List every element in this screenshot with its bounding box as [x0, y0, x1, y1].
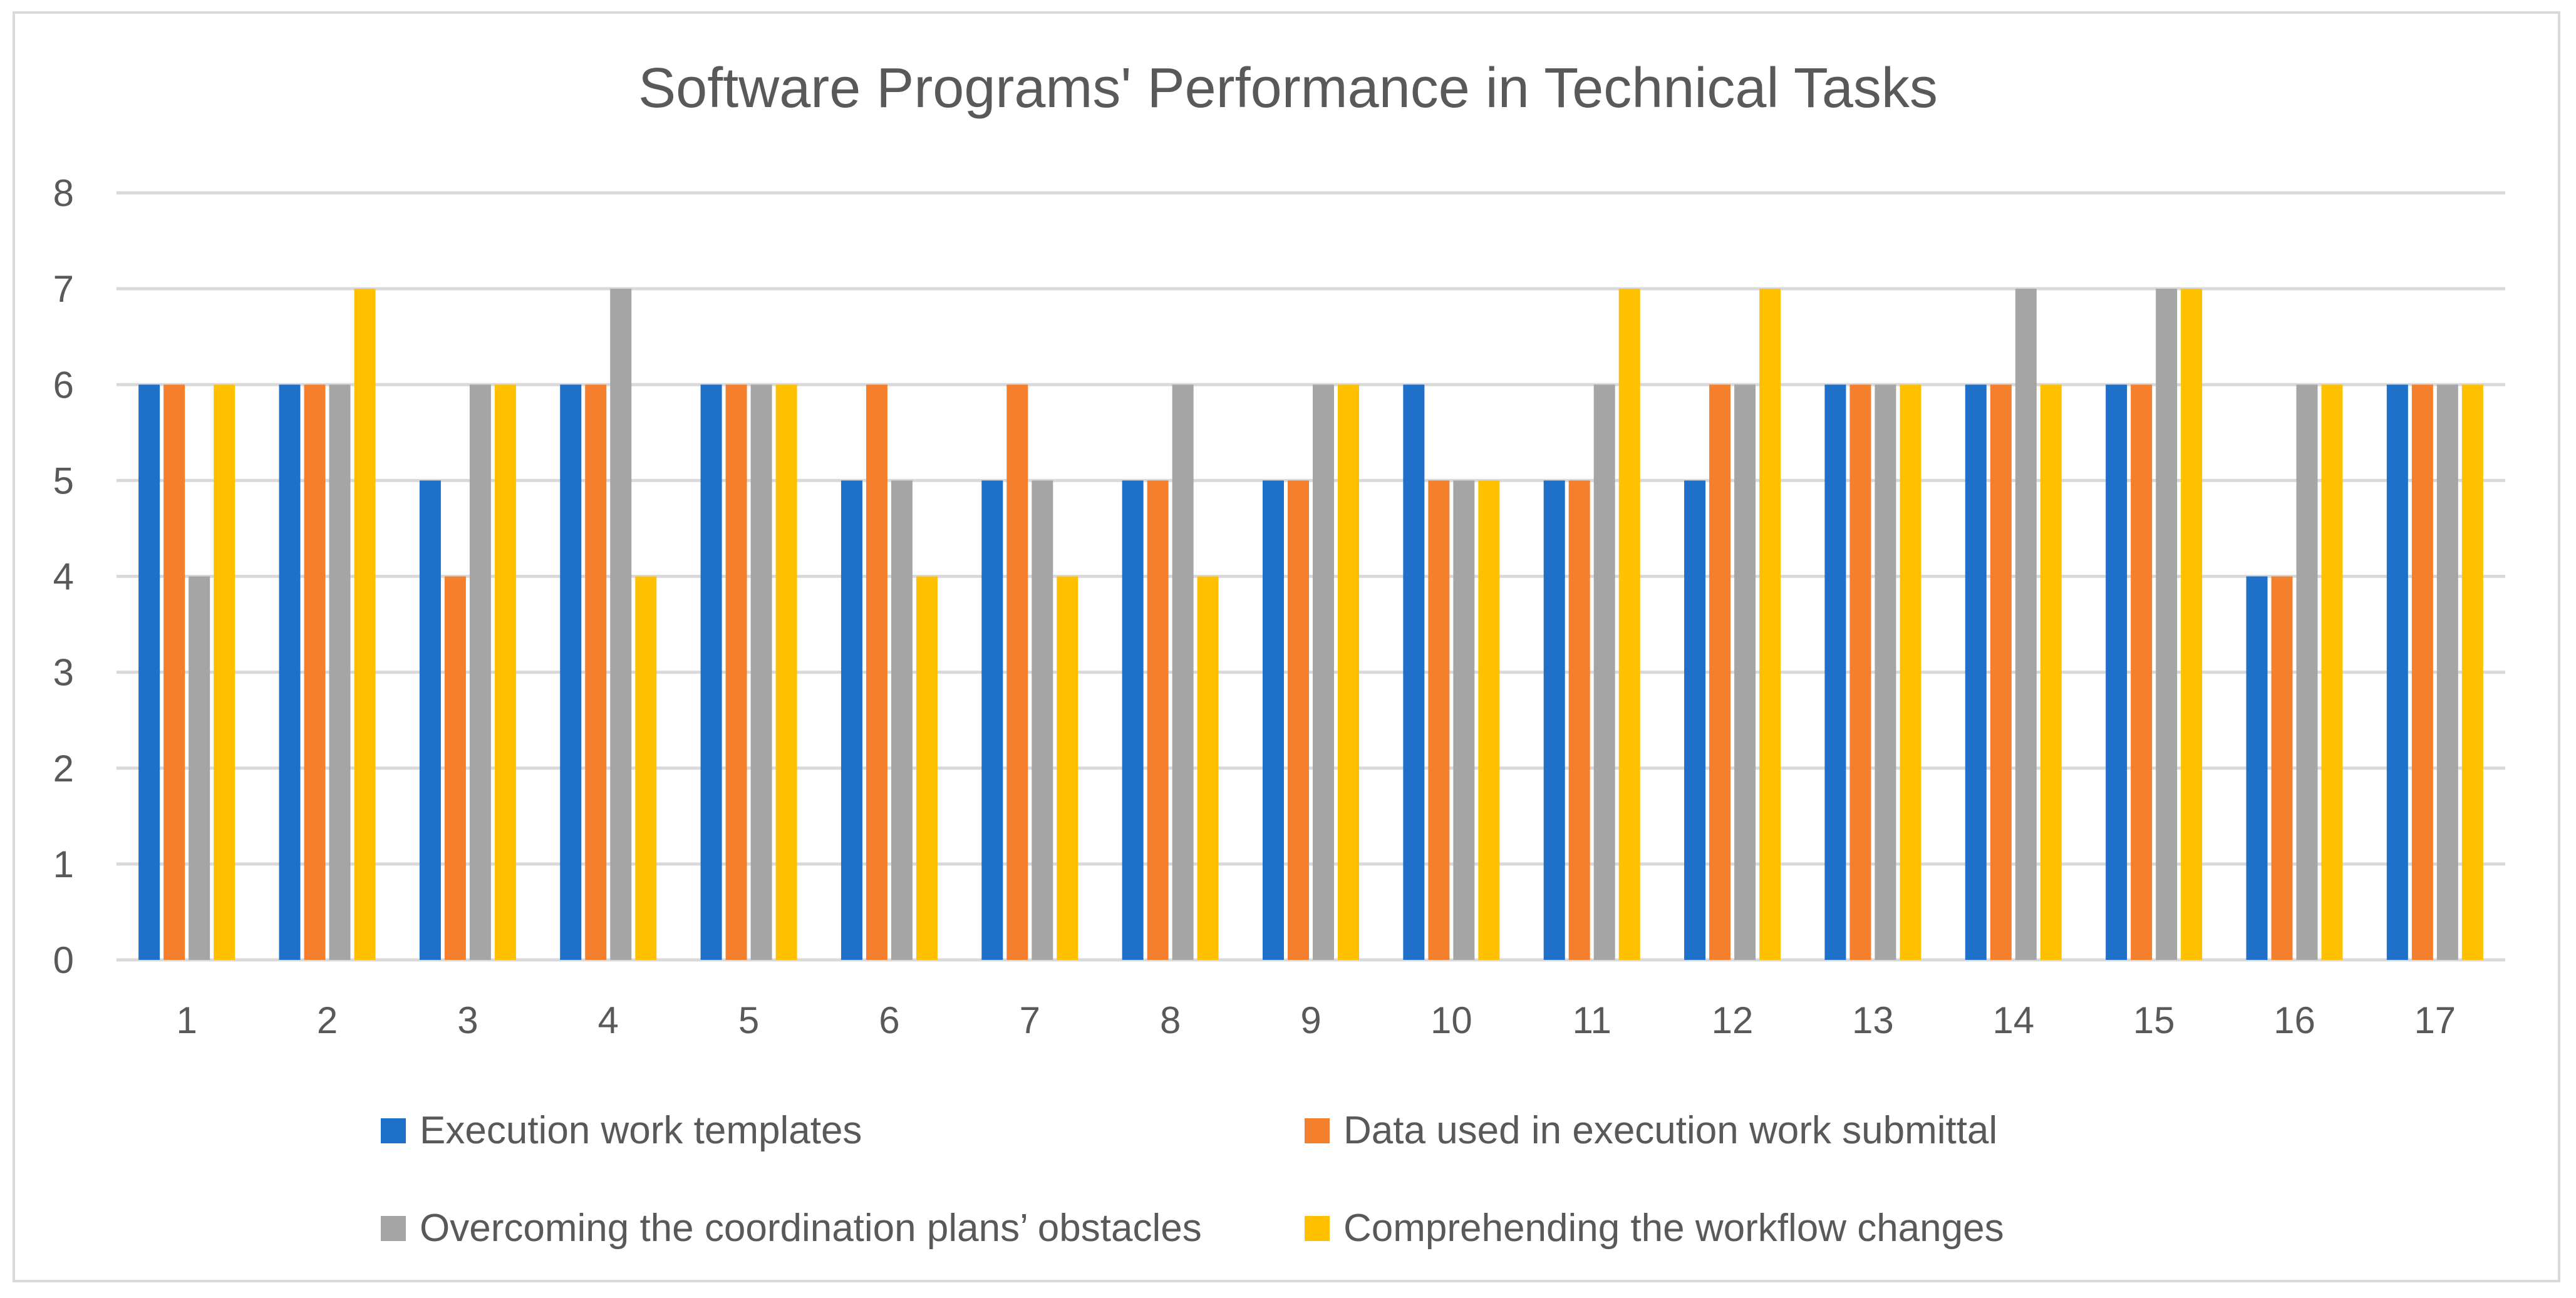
bar — [163, 384, 185, 960]
x-tick-label: 4 — [598, 999, 619, 1041]
bar — [494, 384, 516, 960]
bar — [329, 384, 351, 960]
bar — [354, 289, 376, 960]
bar — [2271, 576, 2293, 960]
bar — [1288, 480, 1309, 960]
bar — [1965, 384, 1987, 960]
bar — [2461, 384, 2483, 960]
x-tick-label: 1 — [176, 999, 197, 1041]
x-tick-label: 15 — [2133, 999, 2175, 1041]
x-tick-label: 9 — [1300, 999, 1321, 1041]
bar — [635, 576, 657, 960]
bar — [891, 480, 913, 960]
bar — [444, 576, 466, 960]
x-tick-label: 7 — [1020, 999, 1040, 1041]
bar — [2156, 289, 2178, 960]
bar — [138, 384, 160, 960]
chart-title: Software Programs' Performance in Techni… — [638, 57, 1938, 120]
y-tick-label: 5 — [53, 460, 74, 502]
bar — [1684, 480, 1706, 960]
x-tick-label: 16 — [2273, 999, 2315, 1041]
bar — [2015, 289, 2037, 960]
y-tick-label: 0 — [53, 939, 74, 981]
y-axis-ticks: 0 1 2 3 4 5 6 7 8 — [53, 172, 74, 981]
bar — [585, 384, 607, 960]
x-tick-label: 17 — [2414, 999, 2456, 1041]
bars — [138, 289, 2483, 960]
bar — [2436, 384, 2458, 960]
y-tick-label: 1 — [53, 843, 74, 885]
bar — [1147, 480, 1169, 960]
y-tick-label: 3 — [53, 652, 74, 694]
bar — [841, 480, 862, 960]
bar — [1824, 384, 1846, 960]
bar — [1543, 480, 1565, 960]
x-tick-label: 11 — [1573, 999, 1611, 1041]
bar — [1453, 480, 1475, 960]
x-tick-label: 12 — [1712, 999, 1754, 1041]
bar — [304, 384, 326, 960]
bar — [1428, 480, 1450, 960]
bar — [1478, 480, 1500, 960]
bar — [2040, 384, 2062, 960]
bar — [2411, 384, 2433, 960]
x-tick-label: 8 — [1160, 999, 1181, 1041]
x-axis-ticks: 1 2 3 4 5 6 7 8 9 10 11 12 13 14 15 16 17 — [176, 999, 2456, 1041]
bar — [610, 289, 632, 960]
bar — [469, 384, 491, 960]
bar — [2131, 384, 2153, 960]
bar — [1900, 384, 1922, 960]
bar — [1032, 480, 1053, 960]
x-tick-label: 10 — [1430, 999, 1472, 1041]
x-tick-label: 3 — [457, 999, 478, 1041]
bar — [700, 384, 722, 960]
x-tick-label: 6 — [879, 999, 899, 1041]
bar — [1313, 384, 1334, 960]
bar — [1568, 480, 1590, 960]
bar — [1338, 384, 1359, 960]
bar — [1263, 480, 1284, 960]
bar — [2106, 384, 2128, 960]
y-tick-label: 7 — [53, 268, 74, 310]
bar — [189, 576, 210, 960]
x-tick-label: 5 — [738, 999, 759, 1041]
bar — [1875, 384, 1896, 960]
bar — [1006, 384, 1028, 960]
bar — [419, 480, 441, 960]
bar — [2181, 289, 2203, 960]
x-tick-label: 2 — [317, 999, 338, 1041]
bar — [750, 384, 772, 960]
bar — [866, 384, 887, 960]
bar — [916, 576, 938, 960]
bar — [2386, 384, 2408, 960]
bar — [2321, 384, 2343, 960]
bar — [560, 384, 582, 960]
bar — [279, 384, 301, 960]
x-tick-label: 14 — [1992, 999, 2034, 1041]
bar — [2296, 384, 2318, 960]
bar — [1759, 289, 1781, 960]
bar — [1709, 384, 1731, 960]
bar — [1122, 480, 1144, 960]
bar — [2246, 576, 2268, 960]
bar — [1990, 384, 2012, 960]
bar — [775, 384, 797, 960]
bar — [1403, 384, 1425, 960]
bar — [214, 384, 235, 960]
bar — [725, 384, 747, 960]
bar — [1593, 384, 1615, 960]
bar — [1197, 576, 1219, 960]
bar — [981, 480, 1003, 960]
bar — [1057, 576, 1079, 960]
y-tick-label: 2 — [53, 748, 74, 790]
y-tick-label: 6 — [53, 364, 74, 406]
bar — [1618, 289, 1640, 960]
bar — [1849, 384, 1871, 960]
bar — [1172, 384, 1194, 960]
y-tick-label: 8 — [53, 172, 74, 214]
x-tick-label: 13 — [1852, 999, 1894, 1041]
y-tick-label: 4 — [53, 556, 74, 598]
bar — [1734, 384, 1756, 960]
